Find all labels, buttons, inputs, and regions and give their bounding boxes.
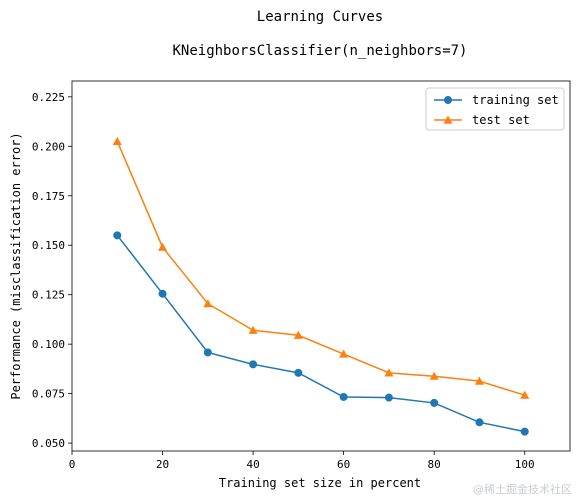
chart-subtitle: KNeighborsClassifier(n_neighbors=7) (172, 43, 467, 59)
series-training-set (113, 231, 529, 436)
data-point-training-set (520, 427, 529, 436)
chart-title: Learning Curves (257, 9, 383, 25)
x-tick-label: 80 (428, 458, 441, 471)
data-point-training-set (158, 289, 167, 298)
data-point-test-set (203, 299, 213, 308)
legend-label: training set (472, 93, 559, 107)
series-lines (112, 136, 530, 436)
data-point-test-set (112, 136, 122, 145)
legend-entry-test-set: test set (434, 113, 530, 127)
y-tick-label: 0.125 (32, 289, 65, 302)
x-tick-label: 0 (69, 458, 76, 471)
legend-label: test set (472, 113, 530, 127)
x-tick-label: 20 (156, 458, 169, 471)
y-tick-label: 0.225 (32, 91, 65, 104)
y-tick-label: 0.100 (32, 338, 65, 351)
y-tick-label: 0.150 (32, 239, 65, 252)
data-point-test-set (339, 349, 349, 358)
data-point-training-set (294, 368, 303, 377)
x-axis-label: Training set size in percent (219, 476, 421, 490)
series-test-set (112, 136, 530, 399)
x-tick-label: 100 (515, 458, 535, 471)
data-point-test-set (293, 330, 303, 339)
plot-area (71, 80, 571, 452)
series-line-test-set (116, 141, 525, 396)
y-tick-label: 0.050 (32, 437, 65, 450)
y-axis-label: Performance (misclassification error) (9, 132, 23, 399)
data-point-training-set (475, 418, 484, 427)
x-tick-label: 40 (246, 458, 259, 471)
data-point-test-set (520, 390, 530, 399)
y-tick-label: 0.175 (32, 190, 65, 203)
series-line-training-set (116, 234, 525, 433)
legend-marker (443, 115, 453, 124)
y-axis-ticks: 0.050 0.075 0.100 0.125 0.150 0.175 0.200 0.225 (32, 91, 72, 450)
x-tick-label: 60 (337, 458, 350, 471)
data-point-training-set (249, 360, 258, 369)
data-point-test-set (248, 325, 258, 334)
data-point-test-set (474, 376, 484, 385)
y-tick-label: 0.075 (32, 388, 65, 401)
x-axis-ticks: 0 20 40 60 80 100 (69, 451, 535, 471)
data-point-training-set (203, 348, 212, 357)
data-point-training-set (384, 393, 393, 402)
legend: training set test set (425, 87, 565, 131)
data-point-training-set (430, 398, 439, 407)
legend-entry-training-set: training set (434, 93, 559, 107)
data-point-training-set (339, 392, 348, 401)
plot-frame (71, 80, 571, 452)
legend-marker (444, 96, 452, 104)
data-point-training-set (113, 231, 122, 240)
watermark-text: @稀土掘金技术社区 (473, 482, 572, 496)
data-point-test-set (158, 242, 168, 251)
data-point-test-set (429, 371, 439, 380)
data-point-test-set (384, 368, 394, 377)
y-tick-label: 0.200 (32, 140, 65, 153)
